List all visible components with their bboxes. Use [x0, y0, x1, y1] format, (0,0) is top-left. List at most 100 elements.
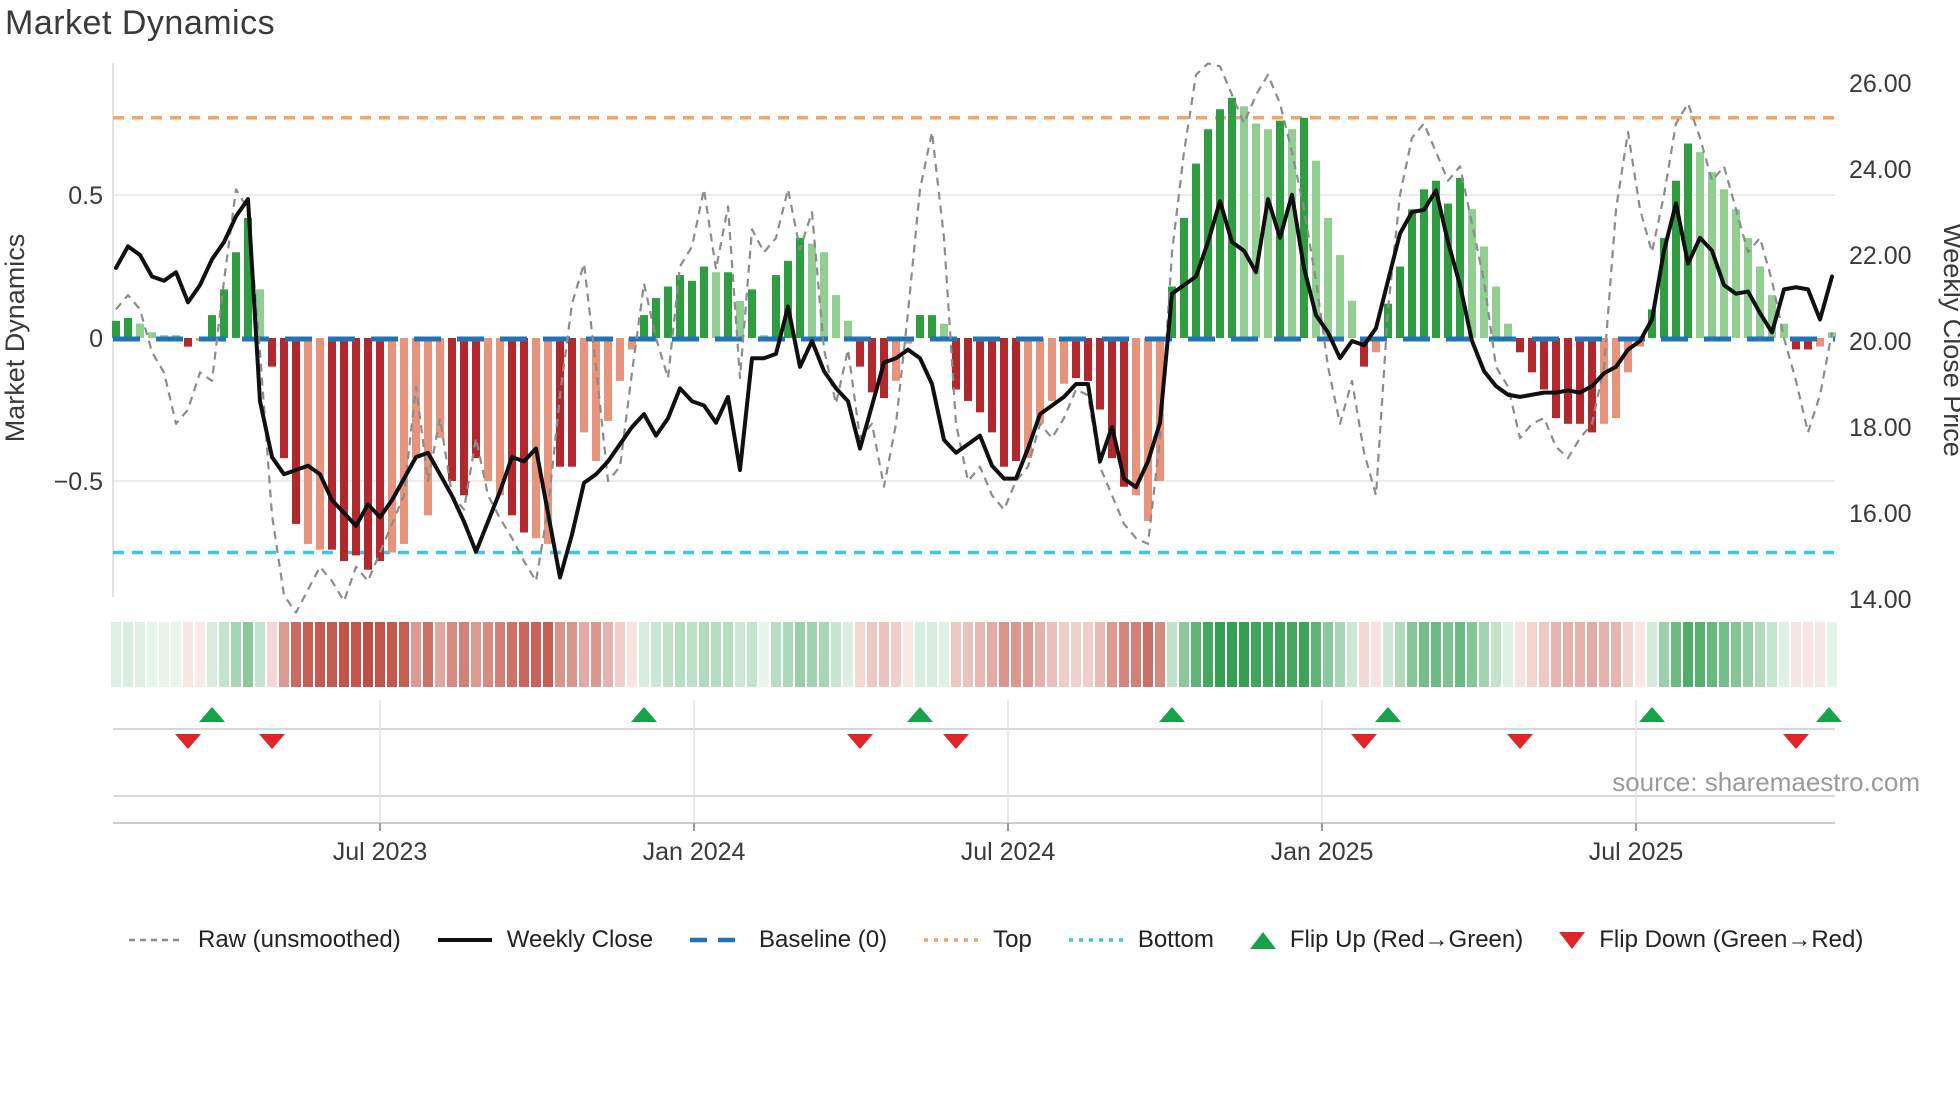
- heatmap-cell: [1395, 622, 1405, 687]
- heatmap-cell: [663, 622, 673, 687]
- legend-item: Flip Down (Green→Red): [1559, 926, 1863, 954]
- heatmap-cell: [1803, 622, 1813, 687]
- oscillator-bar: [1660, 237, 1668, 338]
- oscillator-bar: [256, 289, 264, 338]
- legend-label: Weekly Close: [506, 926, 654, 953]
- oscillator-bar: [220, 289, 228, 338]
- chart-legend: Raw (unsmoothed) Weekly Close Baseline (0)…: [128, 926, 1948, 954]
- heatmap-cell: [507, 622, 517, 687]
- oscillator-bar: [1096, 338, 1104, 410]
- oscillator-bar: [1624, 338, 1632, 373]
- flip-up-marker: [631, 707, 657, 722]
- heatmap-cell: [1107, 622, 1117, 687]
- oscillator-bar: [808, 243, 816, 338]
- oscillator-bar: [1264, 129, 1272, 338]
- oscillator-bar: [1576, 338, 1584, 424]
- heatmap-cell: [1611, 622, 1621, 687]
- legend-item: Weekly Close: [437, 926, 653, 954]
- oscillator-bar: [1072, 338, 1080, 379]
- heatmap-cell: [543, 622, 553, 687]
- oscillator-bar: [544, 338, 552, 544]
- flip-down-marker: [259, 734, 285, 749]
- oscillator-bar: [820, 252, 828, 338]
- heatmap-cell: [1491, 622, 1501, 687]
- heatmap-cell: [831, 622, 841, 687]
- heatmap-cell: [1827, 622, 1837, 687]
- right-axis-tick: 16.00: [1849, 500, 1912, 528]
- oscillator-bar: [700, 266, 708, 338]
- oscillator-bar: [1444, 203, 1452, 338]
- legend-swatch-solid-black: [437, 938, 492, 942]
- oscillator-bar: [352, 338, 360, 556]
- flip-down-icon: [1559, 931, 1586, 949]
- oscillator-bar: [1732, 209, 1740, 338]
- oscillator-bar: [388, 338, 396, 553]
- flip-down-marker: [943, 734, 969, 749]
- heatmap-cell: [1083, 622, 1093, 687]
- heatmap-cell: [1599, 622, 1609, 687]
- heatmap-cell: [291, 622, 301, 687]
- oscillator-bar: [148, 332, 156, 338]
- oscillator-bars: [112, 97, 1836, 570]
- heatmap-cell: [1635, 622, 1645, 687]
- oscillator-bar: [376, 338, 384, 562]
- oscillator-bar: [1084, 338, 1092, 381]
- oscillator-bar: [1528, 338, 1536, 373]
- heatmap-cell: [1719, 622, 1729, 687]
- oscillator-bar: [1012, 338, 1020, 461]
- oscillator-bar: [1648, 309, 1656, 338]
- heatmap-cell: [1287, 622, 1297, 687]
- legend-item: Bottom: [1068, 926, 1214, 954]
- heatmap-cell: [1431, 622, 1441, 687]
- right-axis-tick: 26.00: [1849, 70, 1912, 98]
- heatmap-cell: [363, 622, 373, 687]
- oscillator-bar: [1480, 246, 1488, 338]
- legend-label: Raw (unsmoothed): [198, 926, 401, 953]
- heatmap-cell: [1815, 622, 1825, 687]
- heatmap-cell: [903, 622, 913, 687]
- heatmap-cell: [603, 622, 613, 687]
- heatmap-cell: [519, 622, 529, 687]
- heatmap-cell: [1647, 622, 1657, 687]
- oscillator-bar: [1504, 323, 1512, 338]
- oscillator-bar: [940, 323, 948, 338]
- heatmap-cell: [975, 622, 985, 687]
- heatmap-cell: [1551, 622, 1561, 687]
- heatmap-cell: [267, 622, 277, 687]
- heatmap-cell: [1443, 622, 1453, 687]
- heatmap-cell: [1539, 622, 1549, 687]
- oscillator-bar: [1564, 338, 1572, 424]
- flip-up-marker: [1816, 707, 1842, 722]
- oscillator-bar: [1000, 338, 1008, 467]
- heatmap-cell: [747, 622, 757, 687]
- heatmap-cell: [807, 622, 817, 687]
- heatmap-cell: [375, 622, 385, 687]
- heatmap-cell: [255, 622, 265, 687]
- heatmap-cell: [723, 622, 733, 687]
- heatmap-cell: [531, 622, 541, 687]
- legend-item: Top: [923, 926, 1032, 954]
- heatmap-cell: [1767, 622, 1777, 687]
- flip-down-marker: [1507, 734, 1533, 749]
- heatmap-cell: [1311, 622, 1321, 687]
- oscillator-bar: [1468, 209, 1476, 338]
- x-axis-tick-label: Jan 2025: [1271, 838, 1374, 866]
- oscillator-bar: [616, 338, 624, 381]
- oscillator-bar: [652, 297, 660, 338]
- heatmap-cell: [1659, 622, 1669, 687]
- heatmap-cell: [1587, 622, 1597, 687]
- heatmap-cell: [1239, 622, 1249, 687]
- heatmap-cell: [879, 622, 889, 687]
- heatmap-cell: [783, 622, 793, 687]
- oscillator-bar: [136, 323, 144, 338]
- heatmap-cell: [1503, 622, 1513, 687]
- heatmap-cell: [1455, 622, 1465, 687]
- heatmap-cell: [231, 622, 241, 687]
- heatmap-cell: [1179, 622, 1189, 687]
- oscillator-bar: [964, 338, 972, 401]
- left-axis-tick: 0: [89, 325, 103, 353]
- legend-swatch-dash-blue: [690, 937, 745, 943]
- heatmap-cell: [351, 622, 361, 687]
- heatmap-cell: [1047, 622, 1057, 687]
- oscillator-bar: [1348, 300, 1356, 338]
